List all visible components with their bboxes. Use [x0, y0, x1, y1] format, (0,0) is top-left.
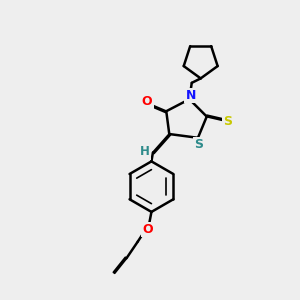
Text: N: N — [186, 89, 196, 102]
Text: S: S — [194, 138, 203, 151]
Text: H: H — [140, 146, 149, 158]
Text: S: S — [223, 116, 232, 128]
Text: O: O — [142, 94, 152, 108]
Text: O: O — [142, 223, 153, 236]
